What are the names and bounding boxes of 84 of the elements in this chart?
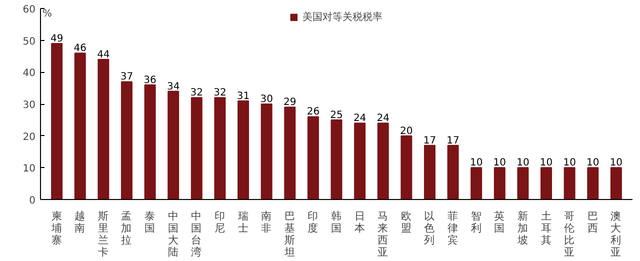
bar (98, 58, 110, 200)
data-label: 32 (214, 88, 226, 99)
x-tick-label: 瑞士 (238, 210, 249, 234)
data-label: 10 (610, 158, 623, 169)
data-label: 10 (493, 158, 506, 169)
x-tick-label: 中国大陆 (168, 210, 179, 258)
x-tick-label: 澳大利亚 (610, 210, 622, 258)
bar (120, 81, 132, 200)
bar (377, 122, 389, 200)
bar (51, 43, 63, 200)
x-tick-label: 中国台湾 (191, 210, 202, 258)
x-tick-label: 以色列 (424, 210, 436, 246)
y-tick-label: 40 (22, 68, 36, 80)
x-tick-label: 新加坡 (516, 210, 528, 246)
data-label: 10 (563, 158, 576, 169)
x-tick-label: 巴基斯坦 (283, 210, 296, 258)
x-tick-label: 巴西 (587, 210, 598, 234)
bar (494, 167, 506, 200)
x-tick-label: 土耳其 (540, 210, 552, 246)
y-tick-label: 50 (22, 36, 36, 48)
data-label: 26 (306, 106, 320, 118)
bar (470, 167, 482, 200)
bar (587, 167, 599, 200)
data-label: 24 (376, 113, 390, 124)
x-tick-label: 英国 (494, 210, 506, 234)
bar (540, 167, 552, 200)
x-tick-label: 印度 (308, 210, 319, 234)
bar (190, 97, 202, 200)
data-label: 30 (260, 94, 273, 105)
x-tick-label: 斯里兰卡 (98, 210, 109, 258)
data-label: 10 (470, 158, 483, 169)
data-label: 24 (353, 113, 366, 124)
x-tick-label: 泰国 (144, 210, 156, 234)
data-label: 10 (540, 158, 553, 169)
y-tick-label: 0 (29, 196, 36, 206)
data-label: 37 (120, 72, 134, 83)
data-label: 32 (190, 88, 204, 99)
bar (214, 97, 226, 200)
bar (307, 116, 319, 200)
x-tick-label: 南非 (261, 210, 272, 234)
bar (330, 119, 342, 200)
bar (284, 106, 296, 200)
x-tick-label: 欧盟 (400, 210, 412, 234)
data-label: 10 (516, 158, 530, 169)
data-label: 10 (586, 158, 600, 169)
x-tick-label: 马来西亚 (378, 210, 389, 258)
data-label: 17 (423, 135, 436, 146)
data-label: 17 (446, 135, 460, 146)
y-tick-label: 20 (22, 132, 36, 143)
x-tick-label: 日本 (354, 210, 366, 234)
y-tick-label: 60 (22, 4, 36, 16)
data-label: 46 (74, 43, 86, 54)
data-label: 31 (236, 90, 250, 102)
bar (168, 90, 180, 200)
data-label: 44 (97, 49, 110, 60)
x-tick-label: 韩国 (331, 210, 342, 234)
y-tick-label: 10 (22, 164, 36, 175)
x-tick-label: 柬埔寨 (50, 210, 62, 246)
y-axis-title: % (42, 8, 52, 20)
bar (564, 167, 576, 200)
data-label: 34 (166, 81, 180, 92)
data-label: 29 (284, 97, 296, 108)
bar (424, 144, 436, 200)
bar (74, 52, 86, 200)
x-tick-label: 孟加拉 (121, 210, 132, 246)
bar (354, 122, 366, 200)
data-label: 20 (400, 126, 413, 137)
bar (517, 167, 529, 200)
x-tick-label: 菲律宾 (448, 210, 459, 246)
x-tick-label: 印尼 (214, 210, 226, 234)
x-tick-label: 哥伦比亚 (564, 210, 576, 258)
data-label: 36 (144, 74, 156, 86)
bar (238, 100, 250, 200)
y-tick-label: 30 (22, 100, 36, 111)
bar (610, 167, 622, 200)
bar (447, 144, 459, 200)
bar (260, 104, 272, 200)
x-tick-label: 越南 (74, 210, 86, 234)
bar (144, 84, 156, 200)
data-label: 49 (50, 34, 64, 45)
bar (400, 135, 412, 200)
legend-label: 美国对等关税税率 (302, 10, 382, 24)
data-label: 25 (330, 110, 343, 121)
x-tick-label: 智利 (470, 210, 482, 234)
